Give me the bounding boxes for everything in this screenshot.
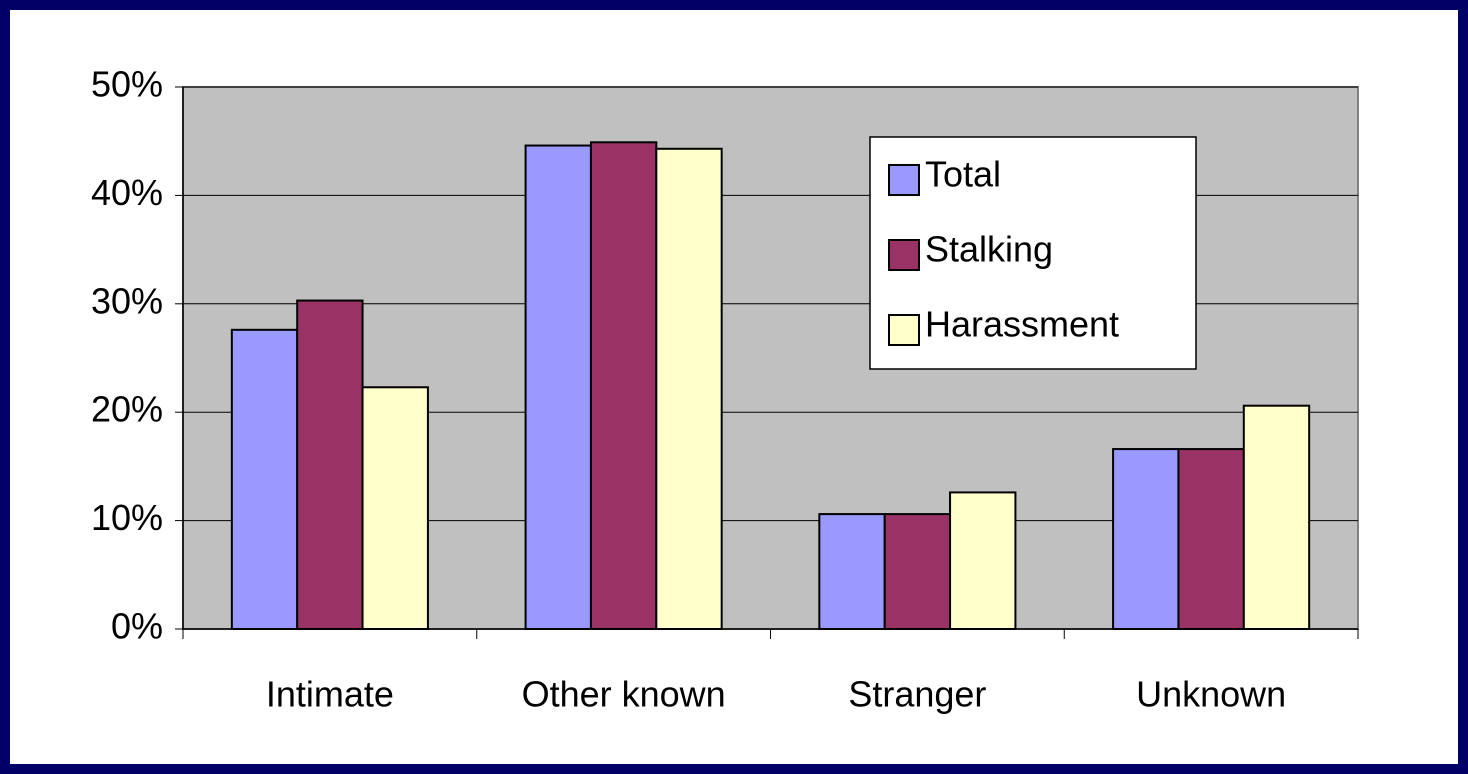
bar xyxy=(949,491,1017,630)
bar xyxy=(655,147,723,630)
bar xyxy=(589,141,658,630)
bar xyxy=(1177,448,1245,630)
bar xyxy=(361,386,429,630)
legend-label: Total xyxy=(925,154,1001,195)
bar xyxy=(1112,448,1180,630)
bar xyxy=(296,299,364,630)
legend-label: Harassment xyxy=(925,304,1119,345)
y-tick-label: 30% xyxy=(91,280,163,321)
y-tick-label: 10% xyxy=(91,497,163,538)
y-tick-label: 40% xyxy=(91,172,163,213)
legend-box xyxy=(869,136,1197,370)
x-tick-label: Unknown xyxy=(1136,674,1286,715)
bar xyxy=(1242,404,1311,631)
x-tick-label: Intimate xyxy=(266,674,394,715)
legend-label: Stalking xyxy=(925,229,1053,270)
bar xyxy=(230,328,299,630)
legend-swatch xyxy=(888,164,920,196)
bar xyxy=(524,144,592,630)
bar xyxy=(883,513,952,631)
y-tick-label: 0% xyxy=(111,606,163,647)
bar xyxy=(818,513,886,631)
x-tick-label: Stranger xyxy=(848,674,986,715)
legend-swatch xyxy=(888,314,920,346)
y-tick-label: 50% xyxy=(91,64,163,105)
x-tick-label: Other known xyxy=(522,674,726,715)
legend-swatch xyxy=(888,239,920,271)
y-tick-label: 20% xyxy=(91,389,163,430)
